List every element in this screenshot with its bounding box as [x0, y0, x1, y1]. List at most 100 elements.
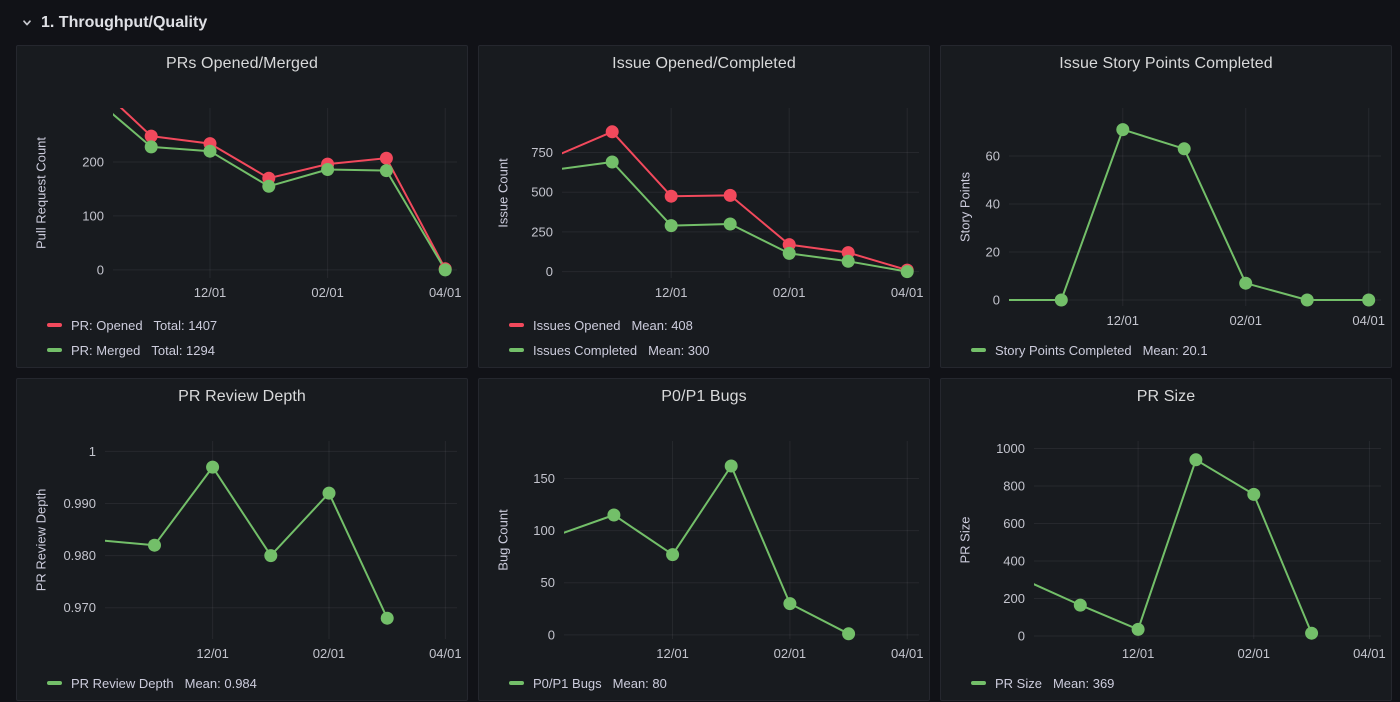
legend-item-pr-size[interactable]: PR Size Mean: 369	[971, 674, 1114, 692]
section-title: 1. Throughput/Quality	[41, 14, 208, 31]
chart-viz-pr-size[interactable]: 0 200 400 600 800 1000 12/01 02/01 04/01 PR Size	[941, 379, 1392, 701]
x-tick-label: 12/01	[1106, 313, 1139, 328]
y-tick-label: 0	[546, 264, 553, 279]
legend-series-label: PR Size	[995, 675, 1042, 691]
legend-series-label: Issues Opened	[533, 317, 621, 333]
legend: PR: Opened Total: 1407 PR: Merged Total: 12…	[47, 316, 217, 359]
panel-title[interactable]: Issue Story Points Completed	[1059, 55, 1273, 72]
legend-series-label: PR Review Depth	[71, 675, 174, 691]
dashboard-panel-grid: PRs Opened/Merged 0 100 200 12/01 02/01 04/01 P…	[16, 45, 1392, 701]
series-line-p0-p1-bugs	[564, 465, 850, 635]
legend-series-swatch	[971, 681, 986, 685]
data-point-pr-size	[1305, 626, 1319, 640]
panel-title[interactable]: Issue Opened/Completed	[612, 55, 796, 72]
legend-series-stat: Total: 1294	[151, 342, 215, 358]
panel-title[interactable]: PR Size	[1136, 388, 1196, 405]
x-tick-label: 02/01	[773, 285, 806, 300]
legend-item-p0-p1-bugs[interactable]: P0/P1 Bugs Mean: 80	[509, 674, 667, 692]
legend-series-label: PR: Merged	[71, 342, 141, 358]
legend: PR Size Mean: 369	[971, 674, 1114, 692]
series-line-pr-review-depth	[105, 466, 389, 620]
y-axis-title: Issue Count	[496, 158, 511, 228]
chart-viz-p0-p1-bugs[interactable]: 0 50 100 150 12/01 02/01 04/01 Bug Count	[479, 379, 930, 701]
panel-issue-story-points-completed: Issue Story Points Completed 0 20 40 60 12/01…	[940, 45, 1392, 368]
legend: PR Review Depth Mean: 0.984	[47, 674, 257, 692]
data-point-pr-merged	[262, 179, 276, 193]
legend-series-stat: Mean: 80	[612, 675, 667, 691]
legend: P0/P1 Bugs Mean: 80	[509, 674, 667, 692]
legend-item-pr-review-depth[interactable]: PR Review Depth Mean: 0.984	[47, 674, 257, 692]
x-tick-label: 02/01	[1237, 646, 1270, 661]
legend: Story Points Completed Mean: 20.1	[971, 341, 1208, 359]
chart-viz-prs-opened-merged[interactable]: 0 100 200 12/01 02/01 04/01 Pull Request Count	[17, 46, 468, 368]
data-point-issues-opened	[723, 188, 737, 202]
legend-series-label: PR: Opened	[71, 317, 143, 333]
y-tick-label: 0.980	[63, 548, 96, 563]
panel-title[interactable]: P0/P1 Bugs	[661, 388, 747, 405]
legend-series-swatch	[47, 681, 62, 685]
y-tick-label: 0	[97, 262, 104, 277]
panel-prs-opened-merged: PRs Opened/Merged 0 100 200 12/01 02/01 04/01 P…	[16, 45, 468, 368]
legend-series-label: P0/P1 Bugs	[533, 675, 602, 691]
x-tick-label: 04/01	[891, 285, 924, 300]
data-point-pr-size	[1073, 598, 1087, 612]
data-point-pr-size	[1189, 453, 1203, 467]
data-point-story-points-completed	[1239, 276, 1253, 290]
chevron-down-icon[interactable]	[20, 16, 34, 30]
chart-viz-issue-opened-completed[interactable]: 0 250 500 750 12/01 02/01 04/01 Issue Count	[479, 46, 930, 368]
data-point-issues-completed	[664, 219, 678, 233]
legend-series-swatch	[509, 323, 524, 327]
y-tick-label: 200	[82, 154, 104, 169]
legend-series-swatch	[47, 348, 62, 352]
data-point-pr-review-depth	[148, 538, 161, 552]
y-tick-label: 200	[1003, 591, 1025, 606]
x-tick-label: 02/01	[311, 285, 344, 300]
data-point-pr-size	[1016, 573, 1029, 586]
x-tick-label: 12/01	[196, 646, 229, 661]
data-point-issues-opened	[605, 125, 619, 139]
data-point-pr-review-depth	[322, 486, 336, 500]
y-tick-label: 400	[1003, 554, 1025, 569]
legend-item-story-points-completed[interactable]: Story Points Completed Mean: 20.1	[971, 341, 1208, 359]
data-point-pr-review-depth	[206, 460, 220, 474]
data-point-story-points-completed	[1362, 293, 1376, 307]
legend-item-pr-opened[interactable]: PR: Opened Total: 1407	[47, 316, 217, 334]
legend-series-stat: Total: 1407	[153, 317, 218, 333]
legend-series-stat: Mean: 0.984	[184, 675, 257, 691]
y-tick-label: 1000	[996, 441, 1025, 456]
data-point-story-points-completed	[1054, 293, 1068, 307]
data-point-pr-merged	[86, 90, 99, 103]
panel-title[interactable]: PR Review Depth	[178, 388, 306, 405]
x-tick-label: 02/01	[313, 646, 346, 661]
x-tick-label: 02/01	[1229, 313, 1262, 328]
legend-item-issues-opened[interactable]: Issues Opened Mean: 408	[509, 316, 710, 334]
data-point-pr-size	[1247, 487, 1261, 501]
legend-series-swatch	[509, 348, 524, 352]
x-tick-label: 12/01	[655, 285, 688, 300]
chart-viz-issue-story-points-completed[interactable]: 0 20 40 60 12/01 02/01 04/01 Story Points	[941, 46, 1392, 368]
y-tick-label: 800	[1003, 479, 1025, 494]
legend-series-swatch	[47, 323, 62, 327]
data-point-issues-completed	[723, 217, 737, 231]
data-point-pr-review-depth	[90, 534, 103, 547]
data-point-issues-completed	[547, 164, 560, 177]
legend-item-issues-completed[interactable]: Issues Completed Mean: 300	[509, 341, 710, 359]
series-line-pr-size	[1034, 458, 1313, 635]
data-point-pr-merged	[144, 140, 158, 154]
legend-item-pr-merged[interactable]: PR: Merged Total: 1294	[47, 341, 217, 359]
data-point-p0-p1-bugs	[724, 459, 738, 473]
panel-title[interactable]: PRs Opened/Merged	[165, 55, 318, 72]
section-header-row[interactable]: 1. Throughput/Quality	[0, 0, 1400, 36]
panel-issue-opened-completed: Issue Opened/Completed 0 250 500 750 12/01 02/…	[478, 45, 930, 368]
data-point-pr-merged	[379, 164, 393, 178]
legend-series-stat: Mean: 300	[648, 342, 710, 358]
y-tick-label: 100	[82, 208, 104, 223]
data-point-issues-completed	[900, 265, 914, 279]
y-tick-label: 500	[531, 185, 553, 200]
x-tick-label: 04/01	[1353, 646, 1386, 661]
data-point-story-points-completed	[1116, 123, 1130, 137]
y-tick-label: 250	[531, 224, 553, 239]
x-tick-label: 04/01	[429, 285, 462, 300]
y-axis-title: Pull Request Count	[34, 137, 49, 249]
